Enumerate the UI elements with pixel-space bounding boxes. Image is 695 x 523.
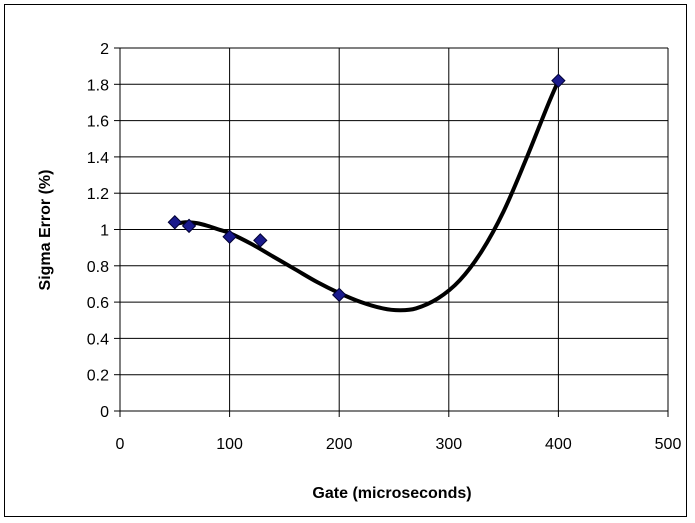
- y-tick-label: 1.4: [87, 150, 109, 167]
- x-tick-label: 0: [116, 436, 125, 453]
- data-points-layer: [167, 73, 566, 303]
- x-tick-label: 200: [326, 436, 353, 453]
- x-axis-title: Gate (microseconds): [312, 485, 471, 502]
- tick-labels-layer: 0 0.2 0.4 0.6 0.8 1 1.2 1.4 1.6 1.8 2 0 100 200 300 400…: [87, 41, 682, 453]
- y-tick-label: 0.6: [87, 295, 109, 312]
- data-point-diamond: [551, 73, 566, 88]
- chart-frame: [4, 4, 687, 517]
- trendline: [172, 78, 561, 313]
- x-tick-label: 300: [435, 436, 462, 453]
- data-point-diamond: [181, 218, 197, 234]
- y-axis-title: Sigma Error (%): [37, 170, 54, 291]
- axis-layer: [114, 47, 669, 417]
- y-tick-label: 2: [100, 41, 109, 58]
- x-tick-label: 100: [216, 436, 243, 453]
- data-point-diamond: [253, 233, 268, 248]
- data-point-diamond: [222, 229, 237, 244]
- y-tick-label: 1.6: [87, 114, 109, 131]
- x-tick-label: 500: [655, 436, 682, 453]
- y-tick-label: 0.2: [87, 368, 109, 385]
- x-tick-label: 400: [545, 436, 572, 453]
- y-tick-label: 0.4: [87, 331, 109, 348]
- y-tick-label: 0: [100, 404, 109, 421]
- grid-layer: [120, 47, 669, 411]
- y-tick-label: 1.8: [87, 77, 109, 94]
- y-tick-label: 0.8: [87, 259, 109, 276]
- trendline-layer: [172, 78, 561, 313]
- y-tick-label: 1.2: [87, 186, 109, 203]
- data-point-diamond: [167, 215, 183, 230]
- y-tick-label: 1: [100, 223, 109, 240]
- data-point-diamond: [331, 287, 347, 303]
